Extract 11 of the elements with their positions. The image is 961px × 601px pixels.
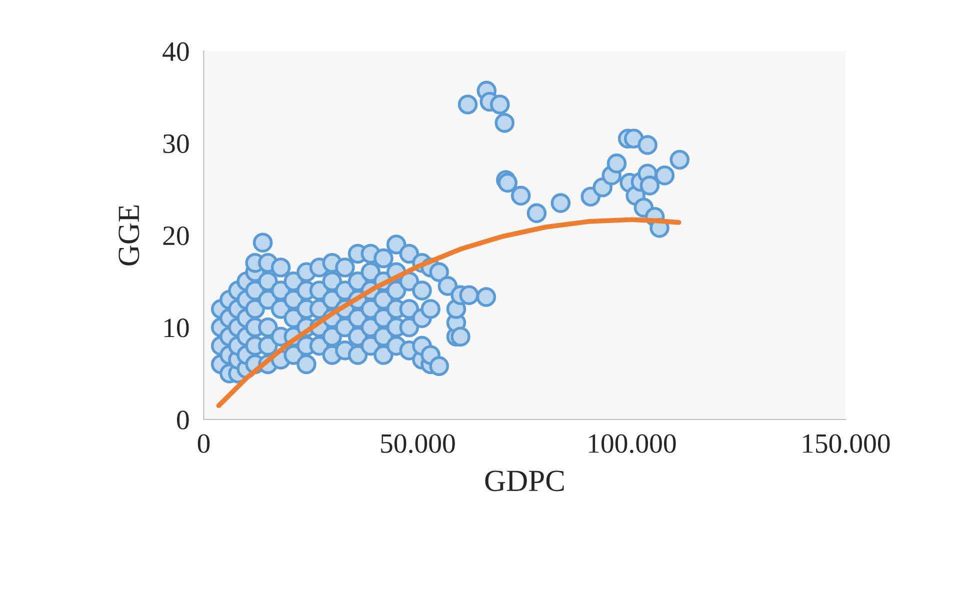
y-tick-label: 30 — [163, 134, 189, 154]
x-axis-title: GDPC — [485, 470, 564, 492]
y-tick-label: 20 — [163, 226, 189, 246]
x-tick-label: 100.000 — [589, 434, 676, 454]
y-tick-label: 40 — [162, 42, 189, 61]
y-tick-label: 10 — [164, 318, 189, 338]
y-axis-title: GGE — [118, 205, 140, 266]
y-tick-label: 0 — [177, 410, 189, 430]
x-tick-label: 0 — [198, 434, 210, 453]
x-tick-label: 50.000 — [381, 434, 455, 454]
x-tick-label: 150.000 — [802, 434, 890, 454]
